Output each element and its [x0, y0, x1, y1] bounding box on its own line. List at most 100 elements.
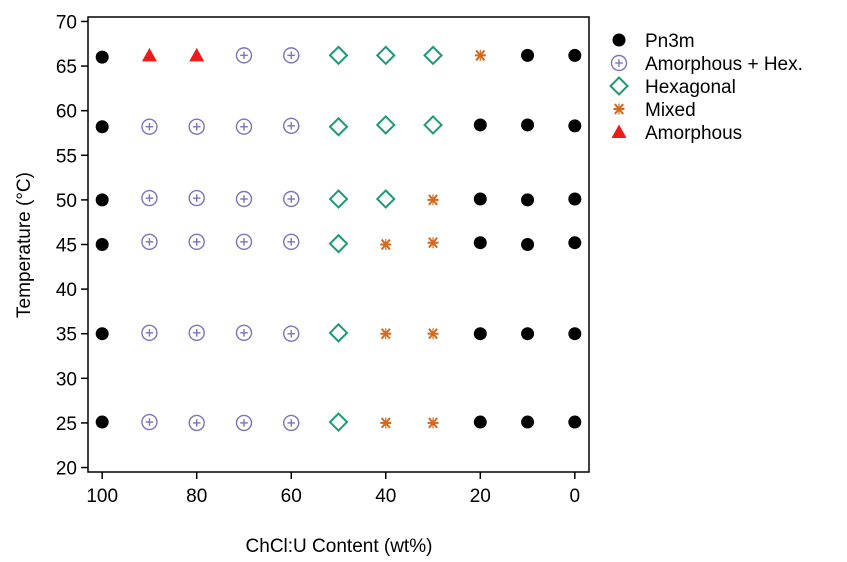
- data-point-shape: [95, 415, 109, 429]
- data-point-shape: [521, 415, 535, 429]
- data-point-shape: [568, 119, 582, 133]
- data-point: [235, 233, 253, 251]
- legend-item: Amorphous: [611, 123, 742, 144]
- data-point-shape: [283, 47, 300, 64]
- legend-marker: [612, 33, 626, 47]
- data-point: [380, 238, 392, 251]
- data-point-shape: [189, 47, 205, 62]
- legend-label: Hexagonal: [645, 77, 736, 98]
- data-point: [568, 192, 582, 206]
- legend-label: Amorphous: [645, 123, 742, 144]
- data-point: [283, 47, 300, 64]
- legend-item: Hexagonal: [609, 76, 736, 98]
- data-point: [423, 115, 443, 135]
- data-point: [427, 328, 439, 340]
- data-point: [473, 327, 487, 341]
- data-point-shape: [375, 115, 396, 135]
- data-point-shape: [375, 45, 396, 66]
- data-point-shape: [188, 233, 205, 251]
- data-point-shape: [521, 118, 535, 132]
- plot-frame: [87, 16, 590, 473]
- data-point-shape: [188, 189, 205, 207]
- data-point: [328, 322, 349, 343]
- data-point: [188, 189, 205, 207]
- legend-item: Mixed: [613, 100, 696, 121]
- data-point-shape: [568, 236, 582, 250]
- data-point: [235, 324, 253, 342]
- data-point-shape: [568, 415, 582, 429]
- y-tick-label: 30: [56, 369, 77, 390]
- data-point: [473, 236, 487, 250]
- x-tick-label: 20: [470, 486, 491, 507]
- data-point: [189, 47, 205, 62]
- legend-marker-shape: [612, 33, 626, 47]
- data-point: [141, 189, 158, 207]
- data-point: [375, 115, 396, 135]
- data-point: [328, 412, 349, 432]
- data-point-shape: [235, 324, 253, 342]
- data-point-shape: [521, 238, 535, 251]
- data-point-shape: [141, 47, 157, 62]
- legend-item: Pn3m: [612, 31, 695, 52]
- data-point: [283, 190, 300, 208]
- y-tick-label: 20: [56, 459, 77, 480]
- data-point: [473, 118, 487, 132]
- data-markers: [95, 45, 582, 432]
- data-point: [328, 45, 349, 66]
- x-axis-title: ChCl:U Content (wt%): [246, 536, 433, 557]
- data-point-shape: [188, 414, 205, 432]
- data-point-shape: [235, 118, 253, 135]
- data-point: [375, 45, 396, 66]
- legend-marker-shape: [611, 124, 627, 138]
- data-point-shape: [283, 117, 300, 135]
- data-point: [95, 415, 109, 429]
- y-axis-title: Temperature (°C): [14, 172, 35, 318]
- data-point: [95, 327, 109, 341]
- data-point-shape: [328, 116, 349, 137]
- data-point-shape: [328, 45, 349, 66]
- data-point: [328, 189, 349, 209]
- data-point: [235, 47, 253, 64]
- data-point: [473, 415, 487, 429]
- data-point: [427, 237, 439, 249]
- legend-label: Mixed: [645, 100, 696, 121]
- data-point-shape: [521, 193, 535, 207]
- data-point: [235, 118, 253, 135]
- data-point-shape: [328, 233, 349, 254]
- data-point-shape: [521, 48, 535, 62]
- data-point: [380, 417, 392, 429]
- data-point: [95, 193, 109, 207]
- data-point-shape: [235, 414, 253, 432]
- data-point: [521, 193, 535, 207]
- data-point: [188, 118, 205, 135]
- data-point: [95, 238, 109, 251]
- data-point: [328, 233, 349, 254]
- data-point: [427, 417, 439, 429]
- data-point: [568, 236, 582, 250]
- data-point-shape: [141, 324, 158, 342]
- data-point: [521, 238, 535, 251]
- legend-label: Amorphous + Hex.: [645, 54, 803, 75]
- data-point-shape: [473, 327, 487, 341]
- data-point-shape: [423, 115, 443, 135]
- data-point-shape: [328, 322, 349, 343]
- data-point-shape: [95, 238, 109, 251]
- data-point: [521, 48, 535, 62]
- y-tick-label: 25: [56, 414, 77, 435]
- data-point: [521, 118, 535, 132]
- data-point-shape: [141, 413, 158, 431]
- legend-label: Pn3m: [645, 31, 695, 52]
- data-point-shape: [188, 324, 205, 342]
- data-point: [568, 119, 582, 133]
- y-tick-label: 50: [56, 191, 77, 212]
- data-point-shape: [568, 192, 582, 206]
- data-point-shape: [568, 327, 582, 341]
- axes: 100 80 60 40 20 0 20 25 30 35 40 45 50 55 60 65 70: [56, 12, 590, 507]
- legend-marker-shape: [609, 76, 629, 96]
- data-point: [427, 194, 439, 206]
- data-point-shape: [95, 327, 109, 341]
- data-point-shape: [283, 190, 300, 208]
- data-point: [423, 45, 443, 66]
